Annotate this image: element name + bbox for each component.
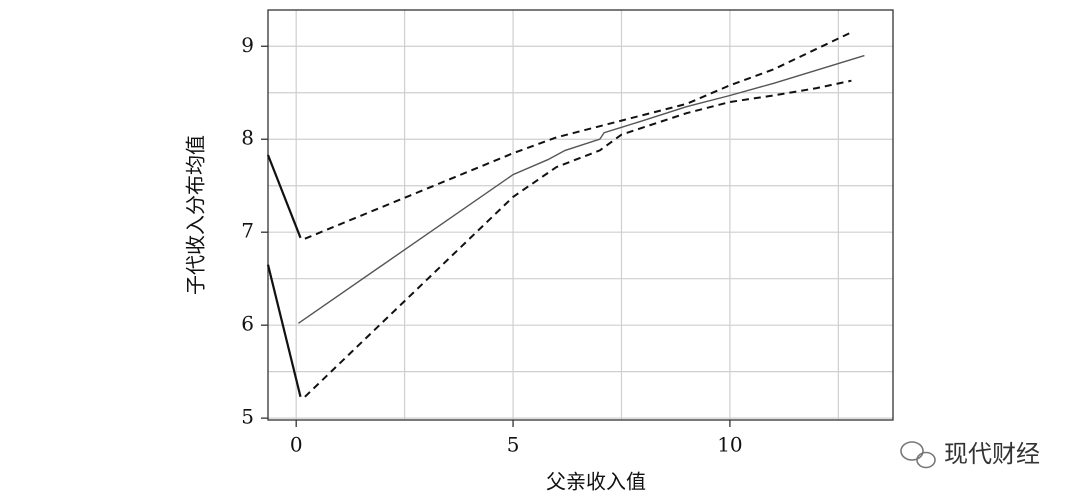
y-tick-label: 9 bbox=[241, 33, 254, 57]
y-axis-label: 子代收入分布均值 bbox=[184, 135, 208, 295]
plot-frame bbox=[267, 9, 894, 421]
line-series bbox=[266, 154, 302, 239]
x-tick-label: 10 bbox=[717, 433, 742, 457]
y-tick-label: 7 bbox=[241, 219, 254, 243]
watermark-icon bbox=[900, 441, 936, 469]
line-series bbox=[304, 31, 852, 240]
y-tick-label: 8 bbox=[241, 126, 254, 150]
x-axis-label: 父亲收入值 bbox=[546, 470, 646, 494]
line-series bbox=[304, 79, 852, 398]
x-tick-label: 5 bbox=[507, 433, 520, 457]
x-tick-label: 0 bbox=[290, 433, 303, 457]
watermark: 现代财经 bbox=[944, 440, 1040, 468]
y-tick-label: 5 bbox=[241, 405, 254, 429]
line-series bbox=[266, 264, 302, 398]
y-tick-label: 6 bbox=[241, 312, 254, 336]
line-series bbox=[298, 54, 865, 324]
